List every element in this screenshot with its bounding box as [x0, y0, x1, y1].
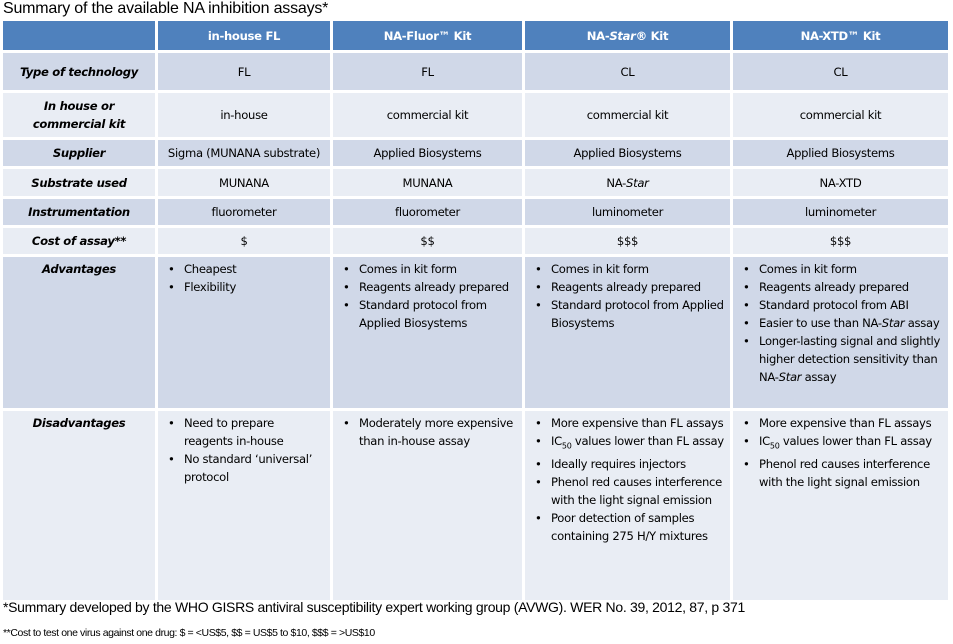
list-item: Poor detection of samples containing 275… — [535, 509, 726, 545]
list-item: IC50 values lower than FL assay — [535, 432, 726, 455]
bullet-list: Moderately more expensive than in-house … — [337, 414, 518, 450]
table-cell: CL — [733, 53, 948, 90]
table-cell: Comes in kit formReagents already prepar… — [525, 257, 730, 408]
table-cell: FL — [333, 53, 522, 90]
list-item: Reagents already prepared — [535, 278, 726, 296]
list-item: No standard ‘universal’ protocol — [168, 450, 326, 486]
footnote-source: *Summary developed by the WHO GISRS anti… — [3, 599, 745, 615]
table-cell: fluorometer — [333, 199, 522, 225]
row-label: Type of technology — [3, 53, 155, 90]
table-cell: Sigma (MUNANA substrate) — [158, 140, 330, 166]
list-item: Phenol red causes interference with the … — [743, 455, 944, 491]
bullet-list: Comes in kit formReagents already prepar… — [337, 260, 518, 332]
header-row: in-house FL NA-Fluor™ Kit NA-Star® Kit NA-X… — [3, 21, 948, 50]
list-item: Ideally requires injectors — [535, 455, 726, 473]
row-label: Cost of assay** — [3, 228, 155, 254]
table-cell: FL — [158, 53, 330, 90]
list-item: Cheapest — [168, 260, 326, 278]
list-item: IC50 values lower than FL assay — [743, 432, 944, 455]
table-cell: Need to prepare reagents in-houseNo stan… — [158, 411, 330, 600]
table-row: DisadvantagesNeed to prepare reagents in… — [3, 411, 948, 600]
page-title: Summary of the available NA inhibition a… — [3, 0, 329, 17]
column-header: NA-XTD™ Kit — [733, 21, 948, 50]
table-row: Type of technology FL FL CL CL — [3, 53, 948, 90]
assay-summary-table: in-house FL NA-Fluor™ Kit NA-Star® Kit NA-X… — [0, 18, 951, 603]
list-item: More expensive than FL assays — [535, 414, 726, 432]
table-cell: CheapestFlexibility — [158, 257, 330, 408]
list-item: Longer-lasting signal and slightly highe… — [743, 332, 944, 386]
list-item: Standard protocol from ABI — [743, 296, 944, 314]
table-cell: commercial kit — [333, 93, 522, 137]
table-cell: More expensive than FL assaysIC50 values… — [733, 411, 948, 600]
row-label: Substrate used — [3, 169, 155, 196]
table-cell: luminometer — [733, 199, 948, 225]
table-cell: in-house — [158, 93, 330, 137]
table-cell: $$$ — [733, 228, 948, 254]
table-cell: NA-Star — [525, 169, 730, 196]
row-label: Advantages — [3, 257, 155, 408]
column-header: NA-Fluor™ Kit — [333, 21, 522, 50]
bullet-list: Comes in kit formReagents already prepar… — [737, 260, 944, 386]
bullet-list: CheapestFlexibility — [162, 260, 326, 296]
table-cell: Comes in kit formReagents already prepar… — [333, 257, 522, 408]
list-item: Comes in kit form — [343, 260, 518, 278]
header-corner — [3, 21, 155, 50]
bullet-list: More expensive than FL assaysIC50 values… — [737, 414, 944, 491]
table-cell: fluorometer — [158, 199, 330, 225]
list-item: Comes in kit form — [535, 260, 726, 278]
table-cell: Applied Biosystems — [525, 140, 730, 166]
table-cell: More expensive than FL assaysIC50 values… — [525, 411, 730, 600]
bullet-list: Need to prepare reagents in-houseNo stan… — [162, 414, 326, 486]
table-row: Cost of assay** $ $$ $$$ $$$ — [3, 228, 948, 254]
row-label: Instrumentation — [3, 199, 155, 225]
table-row: Instrumentation fluorometer fluorometer lum… — [3, 199, 948, 225]
list-item: Easier to use than NA-Star assay — [743, 314, 944, 332]
footnote-cost: **Cost to test one virus against one dru… — [3, 627, 375, 639]
table-cell: $$ — [333, 228, 522, 254]
list-item: Moderately more expensive than in-house … — [343, 414, 518, 450]
table-cell: $ — [158, 228, 330, 254]
table-cell: Comes in kit formReagents already prepar… — [733, 257, 948, 408]
table-cell: NA-XTD — [733, 169, 948, 196]
list-item: Reagents already prepared — [743, 278, 944, 296]
table-cell: Applied Biosystems — [333, 140, 522, 166]
list-item: Standard protocol from Applied Biosystem… — [343, 296, 518, 332]
table-cell: Applied Biosystems — [733, 140, 948, 166]
column-header: in-house FL — [158, 21, 330, 50]
table-cell: MUNANA — [333, 169, 522, 196]
table-row: In house or commercial kit in-house commer… — [3, 93, 948, 137]
list-item: Standard protocol from Applied Biosystem… — [535, 296, 726, 332]
table-cell: Moderately more expensive than in-house … — [333, 411, 522, 600]
table-cell: $$$ — [525, 228, 730, 254]
list-item: Reagents already prepared — [343, 278, 518, 296]
table-row: Substrate used MUNANA MUNANA NA-Star NA-XTD — [3, 169, 948, 196]
row-label: Disadvantages — [3, 411, 155, 600]
list-item: Flexibility — [168, 278, 326, 296]
table-cell: MUNANA — [158, 169, 330, 196]
table-cell: commercial kit — [525, 93, 730, 137]
row-label: In house or commercial kit — [3, 93, 155, 137]
table-cell: luminometer — [525, 199, 730, 225]
list-item: Comes in kit form — [743, 260, 944, 278]
table-cell: commercial kit — [733, 93, 948, 137]
row-label: Supplier — [3, 140, 155, 166]
list-item: Need to prepare reagents in-house — [168, 414, 326, 450]
bullet-list: More expensive than FL assaysIC50 values… — [529, 414, 726, 545]
list-item: Phenol red causes interference with the … — [535, 473, 726, 509]
table-row: Supplier Sigma (MUNANA substrate) Applied … — [3, 140, 948, 166]
list-item: More expensive than FL assays — [743, 414, 944, 432]
table-cell: CL — [525, 53, 730, 90]
bullet-list: Comes in kit formReagents already prepar… — [529, 260, 726, 332]
column-header: NA-Star® Kit — [525, 21, 730, 50]
table-row: AdvantagesCheapestFlexibilityComes in ki… — [3, 257, 948, 408]
